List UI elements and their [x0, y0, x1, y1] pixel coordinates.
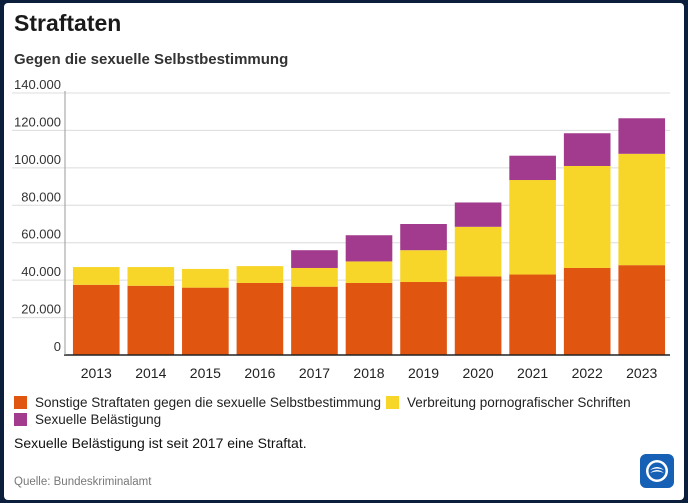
x-tick-label: 2016 — [244, 365, 275, 381]
y-tick-label: 140.000 — [14, 77, 61, 92]
x-tick-label: 2015 — [190, 365, 221, 381]
y-tick-label: 80.000 — [21, 189, 61, 204]
legend-item-belaestigung: Sexuelle Belästigung — [14, 412, 161, 427]
x-tick-label: 2022 — [572, 365, 603, 381]
y-tick-label: 20.000 — [21, 302, 61, 317]
x-tick-label: 2014 — [135, 365, 166, 381]
legend-swatch-sonstige — [14, 396, 27, 409]
bar-segment-2017-series-0 — [291, 286, 338, 355]
y-tick-label: 0 — [54, 339, 61, 354]
bar-segment-2022-series-1 — [563, 165, 611, 268]
source-credit: Quelle: Bundeskriminalamt — [14, 476, 152, 488]
bar-segment-2022-series-2 — [563, 133, 611, 166]
bar-segment-2019-series-1 — [400, 250, 447, 283]
x-tick-label: 2021 — [517, 365, 548, 381]
bar-segment-2014-series-0 — [127, 285, 175, 355]
bar-segment-2014-series-1 — [127, 267, 175, 286]
x-tick-label: 2013 — [81, 365, 112, 381]
bar-segment-2019-series-2 — [400, 224, 447, 251]
y-tick-label: 40.000 — [21, 264, 61, 279]
stacked-bar-chart: 0 20.000 40.000 60.000 80.000 100.000 120.000 1… — [12, 77, 670, 381]
bar-segment-2018-series-1 — [345, 261, 393, 283]
footnote: Sexuelle Belästigung ist seit 2017 eine … — [14, 435, 307, 451]
bar-segment-2016-series-0 — [236, 282, 284, 355]
y-tick-label: 100.000 — [14, 152, 61, 167]
bar-segment-2021-series-0 — [509, 274, 556, 355]
bar-segment-2020-series-1 — [454, 226, 502, 277]
chart-title: Straftaten — [14, 10, 122, 36]
bar-segment-2018-series-2 — [345, 235, 393, 262]
legend-label-sonstige: Sonstige Straftaten gegen die sexuelle S… — [35, 395, 381, 410]
x-tick-label: 2023 — [626, 365, 657, 381]
bar-segment-2013-series-1 — [72, 267, 120, 285]
legend-item-sonstige: Sonstige Straftaten gegen die sexuelle S… — [14, 395, 381, 410]
legend-swatch-belaestigung — [14, 413, 27, 426]
bar-segment-2019-series-0 — [400, 282, 447, 355]
chart-card: Straftaten Gegen die sexuelle Selbstbest… — [4, 3, 684, 500]
bar-segment-2015-series-1 — [182, 268, 229, 288]
bar-segment-2017-series-1 — [291, 267, 338, 287]
legend-swatch-verbreitung — [386, 396, 399, 409]
bar-segment-2023-series-0 — [618, 265, 666, 355]
legend-item-verbreitung: Verbreitung pornografischer Schriften — [386, 395, 631, 410]
bar-segment-2023-series-2 — [618, 118, 666, 154]
bar-segment-2018-series-0 — [345, 282, 393, 355]
bar-segment-2015-series-0 — [182, 287, 229, 355]
x-tick-label: 2019 — [408, 365, 439, 381]
legend-label-verbreitung: Verbreitung pornografischer Schriften — [407, 395, 631, 410]
x-tick-label: 2018 — [353, 365, 384, 381]
y-tick-label: 120.000 — [14, 114, 61, 129]
bar-segment-2020-series-2 — [454, 202, 502, 227]
x-tick-label: 2020 — [463, 365, 494, 381]
bar-segment-2016-series-1 — [236, 266, 284, 283]
bar-segment-2013-series-0 — [72, 284, 120, 355]
bar-segment-2022-series-0 — [563, 267, 611, 355]
tagesschau-logo-icon — [640, 454, 674, 488]
y-tick-label: 60.000 — [21, 227, 61, 242]
bar-segment-2017-series-2 — [291, 250, 338, 268]
legend-label-belaestigung: Sexuelle Belästigung — [35, 412, 162, 427]
x-tick-label: 2017 — [299, 365, 330, 381]
bar-segment-2021-series-2 — [509, 155, 556, 181]
bar-segment-2021-series-1 — [509, 180, 556, 275]
chart-subtitle: Gegen die sexuelle Selbstbestimmung — [14, 51, 289, 68]
bar-segment-2020-series-0 — [454, 276, 502, 355]
bar-segment-2023-series-1 — [618, 153, 666, 266]
